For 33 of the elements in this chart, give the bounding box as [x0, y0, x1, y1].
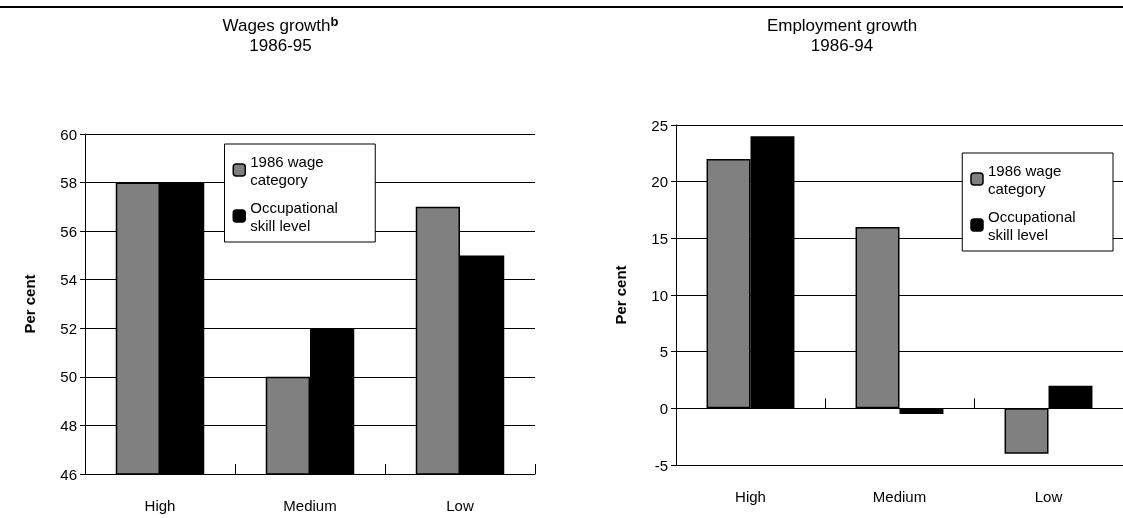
y-tick-label: 56	[60, 222, 77, 240]
y-tick-label: -5	[654, 456, 668, 474]
bar	[1048, 385, 1093, 409]
y-tick-label: 5	[659, 343, 668, 361]
x-tick-label: Medium	[283, 497, 337, 514]
y-tick-label: 0	[659, 399, 668, 417]
x-tick-label: High	[735, 488, 766, 505]
y-tick-label: 20	[651, 173, 668, 191]
chart-subtitle: 1986-95	[249, 35, 312, 55]
y-tick-label: 50	[60, 368, 77, 386]
legend-label: 1986 wage category	[250, 152, 328, 188]
legend-label: Occupational skill level	[988, 207, 1080, 243]
x-tick-label: Low	[1034, 488, 1063, 505]
x-tick-label: Low	[446, 497, 474, 514]
x-tick-label: Medium	[872, 488, 927, 505]
chart-subtitle: 1986-94	[810, 35, 874, 55]
y-tick-label: 58	[60, 174, 77, 192]
y-tick-label: 60	[60, 125, 77, 143]
y-tick-label: 54	[60, 271, 77, 289]
y-tick-label: 10	[651, 286, 668, 304]
y-tick-label: 46	[60, 465, 77, 483]
legend-label: 1986 wage category	[988, 161, 1066, 197]
y-tick-label: 48	[60, 416, 77, 434]
bar	[1004, 408, 1049, 454]
bar	[899, 408, 944, 414]
legend-label: Occupational skill level	[250, 198, 342, 234]
y-tick-label: 25	[651, 116, 668, 134]
y-axis-title: Per cent	[21, 274, 38, 334]
x-tick-label: High	[144, 497, 176, 514]
y-tick-label: 52	[60, 319, 77, 337]
y-axis-title: Per cent	[612, 265, 629, 325]
y-tick-label: 15	[651, 229, 668, 247]
chart-title: Employment growth	[766, 15, 918, 35]
